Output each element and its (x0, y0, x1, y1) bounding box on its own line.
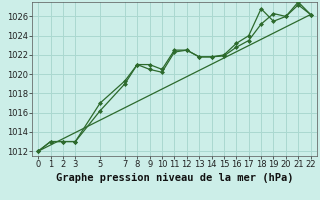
X-axis label: Graphe pression niveau de la mer (hPa): Graphe pression niveau de la mer (hPa) (56, 173, 293, 183)
